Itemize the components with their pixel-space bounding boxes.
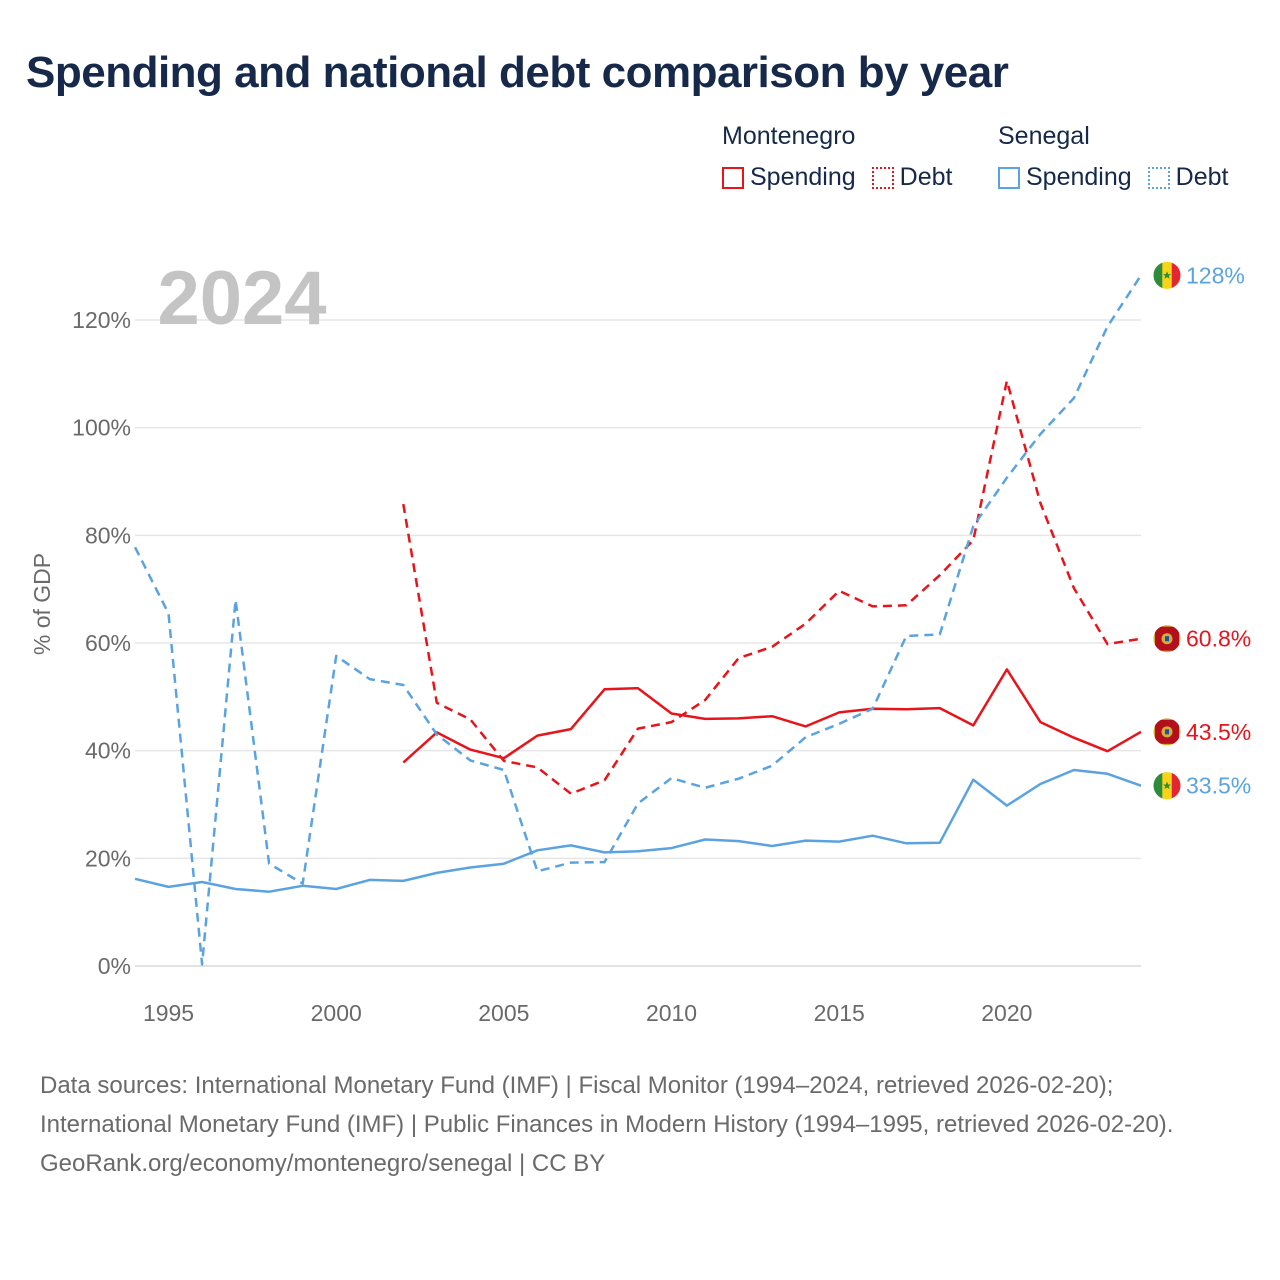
x-tick-label: 2020 [981, 1000, 1032, 1026]
legend-senegal-debt[interactable]: Debt [1147, 163, 1229, 192]
legend-label: Spending [750, 163, 856, 191]
legend-montenegro: Montenegro Spending Debt [722, 122, 952, 192]
footer: Data sources: International Monetary Fun… [40, 1066, 1240, 1183]
legend-label: Debt [899, 163, 953, 191]
chart-title: Spending and national debt comparison by… [26, 48, 1009, 97]
year-watermark: 2024 [157, 256, 326, 341]
legend-montenegro-debt[interactable]: Debt [871, 163, 953, 192]
legend-senegal: Senegal Spending Debt [998, 122, 1228, 192]
legend-label: Spending [1026, 163, 1132, 191]
legend-senegal-spending[interactable]: Spending [998, 163, 1132, 192]
series-line-senegal-debt[interactable] [133, 274, 1143, 966]
data-sources: Data sources: International Monetary Fun… [40, 1072, 1174, 1138]
legend-label: Debt [1175, 163, 1229, 191]
legend-swatch-solid-red [722, 166, 744, 189]
x-tick-label: 2005 [478, 1000, 529, 1026]
legend-swatch-dotted-red [871, 166, 894, 189]
legend-montenegro-spending[interactable]: Spending [722, 163, 856, 192]
y-tick-label: 20% [85, 845, 131, 871]
series-line-senegal-spending[interactable] [134, 768, 1142, 893]
montenegro-flag-icon [1152, 717, 1182, 747]
x-tick-label: 2015 [814, 1000, 865, 1026]
line-chart: 2024 % of GDP 0% 20% 40% 60% 80% 100% 120% 199… [29, 256, 1251, 1026]
senegal-flag-icon [1152, 260, 1182, 290]
legend-swatch-dotted-blue [1147, 166, 1170, 189]
x-tick-label: 1995 [143, 1000, 194, 1026]
end-value-label: 33.5% [1186, 773, 1251, 799]
credit-link[interactable]: GeoRank.org/economy/montenegro/senegal |… [40, 1150, 606, 1177]
senegal-flag-icon [1152, 771, 1182, 801]
end-value-label: 128% [1186, 262, 1245, 288]
y-tick-label: 100% [72, 415, 131, 441]
y-tick-label: 120% [72, 307, 131, 333]
end-value-label: 60.8% [1186, 626, 1251, 652]
x-tick-label: 2000 [311, 1000, 362, 1026]
series-line-montenegro-spending[interactable] [402, 668, 1142, 764]
end-value-label: 43.5% [1186, 719, 1251, 745]
y-axis-label: % of GDP [29, 553, 55, 655]
x-tick-label: 2010 [646, 1000, 697, 1026]
y-tick-label: 0% [98, 953, 131, 979]
legend-montenegro-title: Montenegro [722, 122, 856, 150]
y-tick-label: 40% [85, 738, 131, 764]
series-line-montenegro-debt[interactable] [402, 379, 1142, 795]
legend-swatch-solid-blue [998, 166, 1020, 189]
montenegro-flag-icon [1152, 624, 1182, 654]
legend-senegal-title: Senegal [998, 122, 1090, 150]
y-tick-label: 60% [85, 630, 131, 656]
y-tick-label: 80% [85, 522, 131, 548]
